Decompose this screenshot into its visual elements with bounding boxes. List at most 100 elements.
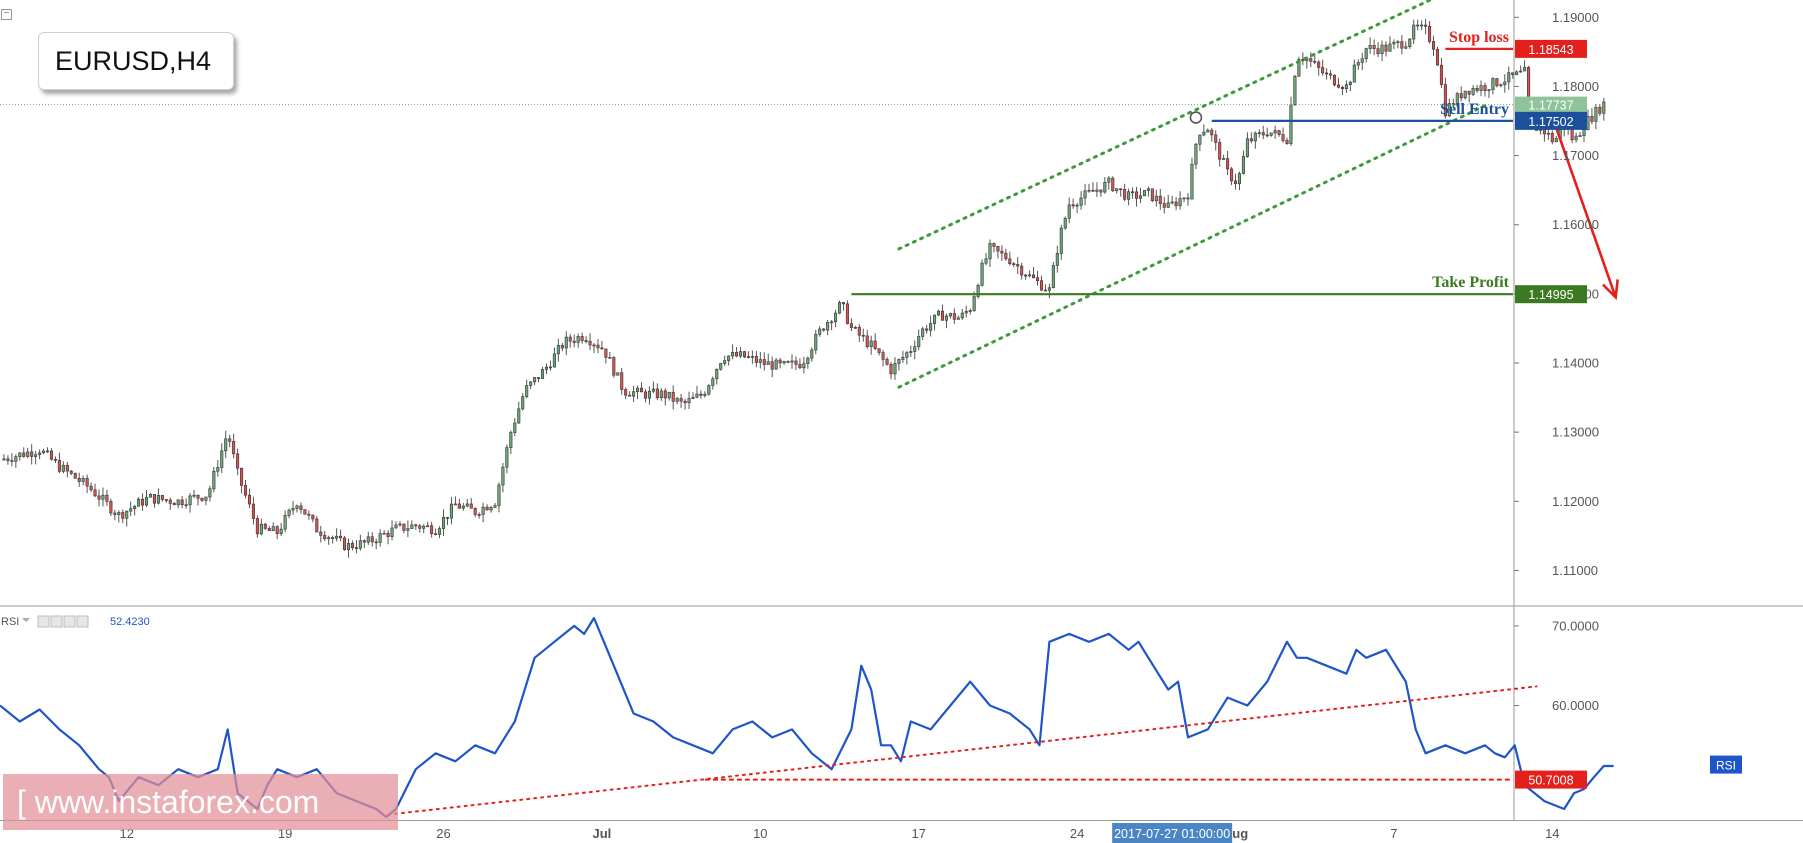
- candle-up: [948, 313, 952, 317]
- candle-down: [628, 394, 632, 397]
- candle-up: [1028, 274, 1032, 277]
- candle-down: [1035, 277, 1040, 281]
- candle-down: [925, 328, 929, 331]
- candle-up: [936, 310, 941, 316]
- candle-up: [125, 510, 129, 519]
- candle-down: [97, 495, 101, 500]
- candle-up: [1138, 195, 1143, 199]
- candle-up: [980, 262, 984, 286]
- candle-up: [1107, 177, 1111, 183]
- candle-down: [794, 360, 798, 365]
- candle-up: [968, 310, 972, 312]
- candle-up: [271, 526, 275, 532]
- candle-up: [1396, 41, 1400, 43]
- rsi-level-tag: [1515, 770, 1587, 789]
- candle-up: [14, 456, 18, 462]
- candle-up: [449, 503, 453, 519]
- candle-down: [572, 340, 576, 343]
- candle-up: [38, 452, 42, 455]
- candle-down: [10, 460, 14, 462]
- candle-down: [841, 302, 846, 305]
- candle-down: [172, 503, 176, 506]
- price-tick-label: 1.16000: [1552, 217, 1599, 232]
- candle-down: [350, 543, 354, 548]
- candle-up: [144, 496, 149, 506]
- candle-down: [1329, 73, 1333, 76]
- candle-down: [1332, 74, 1337, 86]
- candle-up: [1507, 72, 1511, 83]
- candle-down: [1317, 61, 1321, 68]
- candle-up: [1344, 84, 1348, 89]
- rsi-close-icon: [76, 615, 89, 628]
- candle-up: [346, 543, 351, 550]
- candle-up: [291, 508, 295, 511]
- candle-down: [1439, 64, 1443, 85]
- candle-up: [703, 393, 707, 396]
- candle-down: [77, 478, 81, 482]
- candle-down: [881, 352, 885, 360]
- candle-up: [711, 378, 715, 386]
- candle-down: [303, 509, 307, 515]
- candle-up: [913, 346, 917, 352]
- candle-up: [869, 340, 873, 348]
- candle-up: [750, 356, 754, 358]
- rsi-legend-tag: [1710, 755, 1742, 774]
- candle-up: [853, 326, 857, 329]
- candle-up: [1253, 132, 1257, 142]
- time-tick-label: 17: [911, 826, 925, 841]
- candle-up: [1127, 191, 1131, 200]
- candle-up: [1222, 158, 1226, 160]
- candle-up: [806, 357, 810, 364]
- symbol-label: EURUSD,H4: [38, 32, 234, 90]
- candle-down: [1570, 129, 1574, 141]
- take-profit-price-tag: [1515, 285, 1587, 304]
- candle-down: [612, 357, 616, 376]
- candle-up: [715, 368, 719, 380]
- candle-down: [1008, 258, 1012, 264]
- candle-up: [101, 494, 105, 500]
- candle-up: [335, 535, 339, 539]
- candle-up: [746, 356, 750, 358]
- candle-down: [339, 535, 343, 539]
- rsi-legend-tag-label: RSI: [1716, 759, 1736, 773]
- candle-up: [1503, 81, 1507, 86]
- candle-down: [1131, 191, 1135, 194]
- candle-down: [430, 525, 434, 535]
- candle-down: [196, 494, 200, 499]
- candle-down: [1249, 138, 1253, 142]
- candle-down: [742, 351, 747, 358]
- candle-up: [287, 509, 291, 516]
- candle-up: [1471, 88, 1475, 95]
- candle-up: [45, 450, 50, 453]
- candle-down: [655, 388, 659, 399]
- collapse-icon[interactable]: −: [1, 9, 12, 20]
- candle-down: [323, 535, 327, 540]
- candle-down: [319, 531, 323, 536]
- candle-down: [762, 359, 766, 365]
- candle-up: [453, 503, 457, 506]
- candle-up: [1198, 134, 1202, 145]
- candle-up: [156, 495, 160, 504]
- candle-down: [275, 526, 279, 534]
- candle-up: [1404, 46, 1408, 49]
- sell-entry-price-tag-label: 1.17502: [1528, 115, 1573, 129]
- candle-down: [267, 528, 271, 532]
- candle-up: [544, 366, 549, 370]
- candle-down: [1511, 72, 1515, 75]
- candle-up: [1182, 197, 1186, 200]
- candle-down: [247, 494, 252, 505]
- candle-up: [1491, 78, 1495, 90]
- candle-down: [1024, 274, 1028, 277]
- candle-down: [184, 504, 188, 506]
- candle-up: [204, 496, 208, 501]
- candle-up: [893, 363, 897, 375]
- candle-up: [1574, 135, 1578, 141]
- candle-up: [556, 345, 560, 355]
- candle-up: [1297, 59, 1301, 77]
- candle-down: [1431, 41, 1436, 50]
- price-tick-label: 1.12000: [1552, 494, 1599, 509]
- candle-down: [877, 348, 881, 353]
- rsi-settings-icon: [50, 615, 63, 628]
- candle-up: [723, 360, 727, 364]
